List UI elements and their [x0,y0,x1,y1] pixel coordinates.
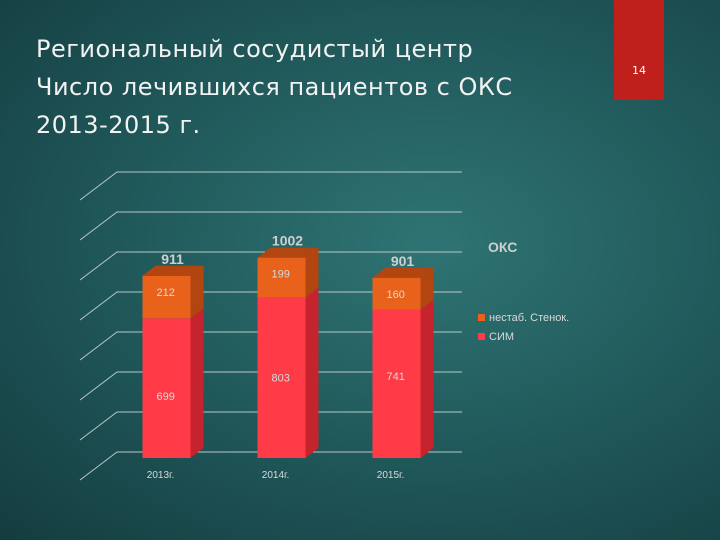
data-label: 212 [157,287,175,299]
title-line: 2013-2015 г. [36,111,201,139]
data-label: 699 [157,391,175,403]
page-number: 14 [632,64,646,77]
x-tick-label: 2015г. [377,470,404,481]
bar [257,257,306,298]
bar [372,277,421,310]
bar-side [420,267,434,310]
title-line: Число лечившихся пациентов с ОКС [36,73,513,101]
total-label: 911 [161,251,184,267]
bar-top [257,247,319,258]
grid-line [79,211,462,241]
data-label: 199 [272,269,290,281]
bar [257,297,306,458]
bar-side [190,265,204,319]
slide-title: Региональный сосудистый центр Число лечи… [36,30,513,144]
data-label: 803 [272,373,290,385]
legend-label: СИМ [489,331,514,343]
grid-line [79,251,462,281]
grid-line [79,291,462,321]
x-tick-label: 2014г. [262,470,289,481]
bar-side [420,299,434,458]
total-label: 1002 [272,233,303,249]
title-line: Региональный сосудистый центр [36,35,474,63]
bar-side [190,308,204,458]
bar [142,318,191,458]
total-label: 901 [391,253,415,269]
grid-line [79,171,462,201]
legend-swatch [478,314,485,321]
bar-top [372,267,434,278]
bar [372,309,421,458]
legend-swatch [478,333,485,340]
grid-line [79,371,462,401]
legend-label: нестаб. Стенок. [489,312,569,324]
legend-title: ОКС [488,239,517,255]
bar-side [305,287,319,458]
grid-line [79,411,462,441]
grid-line [79,451,462,481]
page-tab [614,0,664,100]
bar-side [305,247,319,298]
bar-top [142,265,204,276]
data-label: 741 [387,371,405,383]
bar [142,275,191,319]
x-tick-label: 2013г. [147,470,174,481]
data-label: 160 [387,289,405,301]
grid-line [79,331,462,361]
